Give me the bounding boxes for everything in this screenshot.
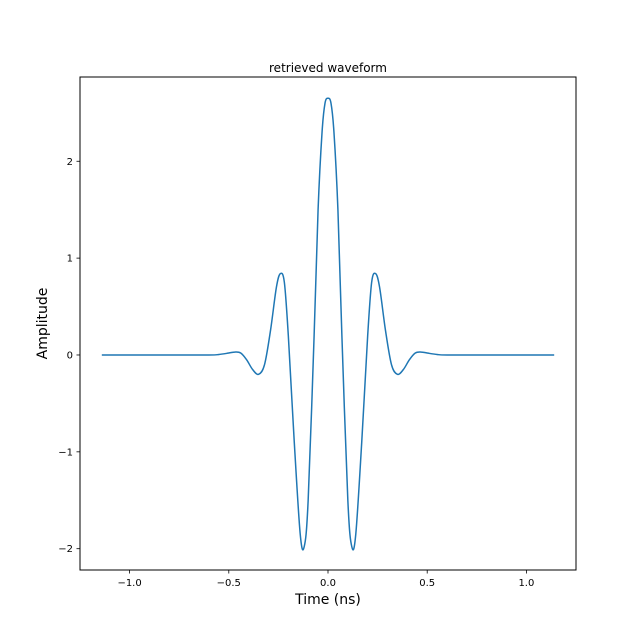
y-tick-label: 2	[67, 157, 73, 168]
x-tick-label: −1.0	[117, 578, 141, 589]
y-tick-label: 0	[67, 350, 73, 361]
y-axis-label: Amplitude	[35, 288, 51, 360]
y-tick-label: −1	[58, 447, 73, 458]
series-line-0	[101, 97, 555, 551]
x-tick-label: 1.0	[518, 578, 534, 589]
x-axis-label: Time (ns)	[294, 592, 361, 608]
x-tick-label: 0.5	[419, 578, 435, 589]
y-tick-label: 1	[67, 254, 73, 265]
x-axis-ticks: −1.0 −0.5 0.0 0.5 1.0	[117, 570, 534, 589]
chart-title: retrieved waveform	[269, 61, 387, 75]
y-axis-ticks: −2 −1 0 1 2	[58, 157, 80, 555]
x-tick-label: 0.0	[320, 578, 336, 589]
y-tick-label: −2	[58, 544, 73, 555]
x-tick-label: −0.5	[217, 578, 241, 589]
plot-area	[101, 97, 555, 551]
